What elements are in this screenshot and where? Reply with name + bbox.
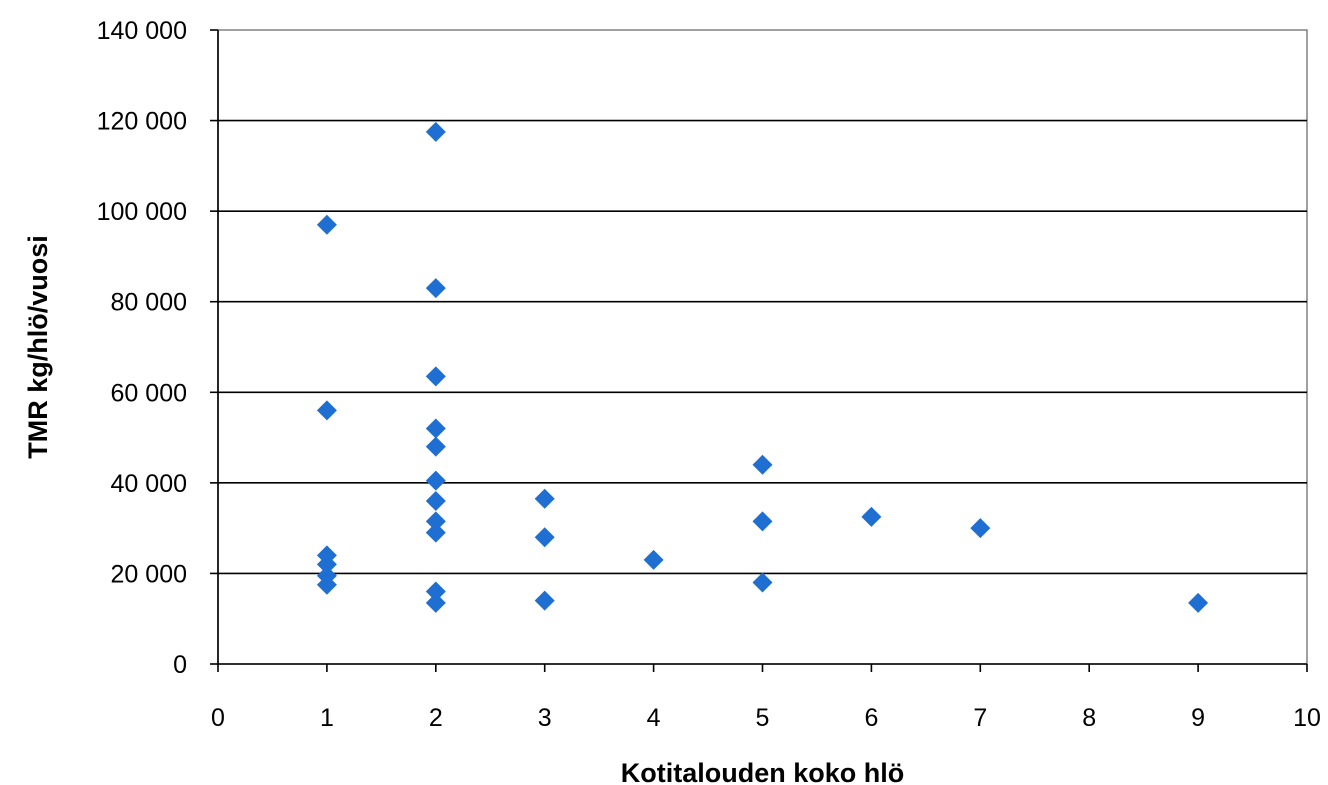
x-tick-label: 5 (756, 704, 770, 732)
y-tick-label: 20 000 (111, 560, 187, 588)
x-tick-label: 9 (1191, 704, 1205, 732)
y-axis-title: TMR kg/hlö/vuosi (23, 235, 53, 459)
data-point (534, 590, 555, 611)
x-tick-label: 10 (1293, 704, 1321, 732)
data-point (316, 554, 337, 575)
data-point (425, 470, 446, 491)
y-axis-ticks: 0 20 000 40 000 60 000 80 000 100 000 120 000 1… (97, 17, 218, 679)
x-tick-label: 1 (320, 704, 334, 732)
y-tick-label: 140 000 (97, 17, 187, 45)
y-tick-label: 80 000 (111, 289, 187, 317)
data-point (425, 278, 446, 299)
data-point (752, 454, 773, 475)
data-point (425, 436, 446, 457)
x-axis-title: Kotitalouden koko hlö (621, 758, 905, 785)
x-tick-label: 0 (211, 704, 225, 732)
data-point (316, 400, 337, 421)
data-point (752, 511, 773, 532)
data-point (425, 490, 446, 511)
data-point (752, 572, 773, 593)
data-points (316, 121, 1209, 613)
data-point (861, 506, 882, 527)
x-tick-label: 4 (647, 704, 661, 732)
data-point (425, 592, 446, 613)
x-tick-label: 3 (538, 704, 552, 732)
data-point (970, 518, 991, 539)
data-point (425, 121, 446, 142)
data-point (643, 549, 664, 570)
gridlines (218, 119, 1307, 575)
y-tick-label: 40 000 (111, 470, 187, 498)
data-point (316, 214, 337, 235)
data-point (316, 574, 337, 595)
x-axis-ticks: 0 1 2 3 4 5 6 7 8 9 10 (211, 664, 1321, 732)
data-point (1188, 592, 1209, 613)
data-point (425, 366, 446, 387)
y-tick-label: 100 000 (97, 198, 187, 226)
x-tick-label: 2 (429, 704, 443, 732)
x-tick-label: 8 (1082, 704, 1096, 732)
x-tick-label: 6 (864, 704, 878, 732)
data-point (425, 581, 446, 602)
data-point (534, 488, 555, 509)
y-tick-label: 120 000 (97, 108, 187, 136)
data-point (425, 522, 446, 543)
data-point (425, 511, 446, 532)
data-point (425, 418, 446, 439)
y-tick-label: 60 000 (111, 379, 187, 407)
y-tick-label: 0 (173, 651, 187, 679)
data-point (534, 527, 555, 548)
x-tick-label: 7 (973, 704, 987, 732)
